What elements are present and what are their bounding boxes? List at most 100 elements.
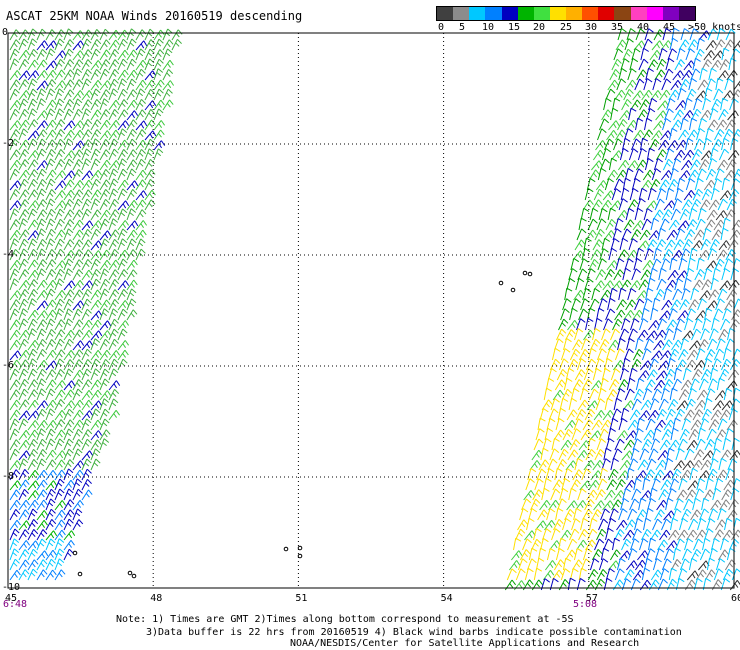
wind-barb bbox=[707, 248, 717, 261]
wind-barb bbox=[517, 558, 528, 571]
wind-barb bbox=[591, 160, 603, 171]
wind-barb bbox=[715, 77, 724, 91]
wind-barb bbox=[27, 178, 39, 191]
wind-barb bbox=[54, 218, 65, 231]
wind-barb bbox=[9, 259, 21, 271]
wind-barb bbox=[696, 168, 707, 181]
wind-barb bbox=[618, 198, 628, 211]
wind-barb bbox=[54, 129, 66, 141]
wind-barb bbox=[18, 38, 29, 51]
wind-barb bbox=[680, 248, 691, 261]
wind-barb bbox=[574, 369, 586, 381]
wind-barb bbox=[54, 478, 65, 491]
wind-barb bbox=[45, 288, 56, 301]
wind-barb bbox=[27, 88, 38, 101]
wind-barb bbox=[72, 448, 83, 461]
wind-barb bbox=[63, 530, 76, 541]
wind-barb bbox=[700, 369, 712, 381]
wind-barb bbox=[712, 487, 722, 501]
wind-barb bbox=[63, 179, 75, 191]
wind-barb bbox=[704, 528, 714, 541]
wind-barb bbox=[722, 529, 734, 541]
wind-barb bbox=[596, 307, 605, 321]
wind-barb bbox=[674, 187, 684, 201]
wind-barb bbox=[45, 108, 56, 121]
wind-barb bbox=[624, 258, 634, 271]
wind-barb bbox=[580, 429, 592, 441]
wind-barb bbox=[581, 247, 591, 261]
wind-barb bbox=[717, 418, 728, 431]
wind-barb bbox=[18, 209, 30, 221]
wind-barb bbox=[595, 269, 606, 281]
wind-barb bbox=[622, 48, 633, 61]
wind-barb bbox=[700, 459, 712, 471]
wind-barb bbox=[108, 410, 121, 421]
wind-barb bbox=[45, 379, 57, 391]
wind-barb bbox=[573, 418, 584, 431]
wind-barb bbox=[9, 238, 20, 251]
wind-barb bbox=[587, 569, 599, 581]
wind-barb bbox=[697, 518, 707, 531]
wind-barb bbox=[662, 339, 673, 351]
wind-barb bbox=[90, 119, 102, 131]
wind-barb bbox=[36, 458, 47, 471]
legend-label: 25 bbox=[560, 22, 573, 33]
wind-barb bbox=[666, 447, 675, 461]
wind-barb bbox=[72, 349, 84, 361]
wind-barb bbox=[728, 57, 737, 71]
wind-barb bbox=[36, 400, 49, 411]
wind-barb bbox=[573, 507, 582, 521]
wind-barb bbox=[706, 428, 717, 441]
wind-barb bbox=[703, 50, 715, 61]
wind-barb bbox=[534, 478, 544, 491]
wind-barb bbox=[716, 119, 728, 131]
legend-swatch bbox=[437, 7, 454, 20]
wind-barb bbox=[675, 448, 685, 461]
wind-barb bbox=[663, 200, 676, 211]
wind-barb bbox=[685, 48, 696, 61]
wind-barb bbox=[45, 198, 56, 211]
wind-barb bbox=[675, 318, 685, 331]
wind-barb bbox=[99, 358, 111, 371]
wind-barb bbox=[615, 39, 627, 51]
wind-barb bbox=[90, 240, 103, 251]
island bbox=[297, 545, 303, 551]
wind-barb bbox=[45, 99, 57, 111]
wind-barb bbox=[663, 419, 675, 431]
wind-barb bbox=[90, 358, 101, 371]
wind-barb bbox=[586, 489, 598, 501]
wind-barb bbox=[135, 40, 148, 51]
wind-barb bbox=[635, 337, 644, 351]
wind-barb bbox=[63, 219, 75, 231]
wind-barb bbox=[675, 228, 686, 241]
wind-barb bbox=[680, 28, 690, 41]
wind-barb bbox=[90, 189, 102, 201]
wind-barb bbox=[72, 308, 83, 321]
wind-barb bbox=[677, 568, 688, 581]
wind-barb bbox=[54, 119, 66, 131]
wind-barb bbox=[63, 158, 74, 171]
wind-barb bbox=[621, 357, 631, 371]
wind-barb bbox=[626, 377, 636, 391]
wind-barb bbox=[700, 328, 710, 341]
wind-barb bbox=[525, 478, 535, 491]
wind-barb bbox=[45, 169, 57, 181]
wind-barb bbox=[54, 108, 65, 121]
wind-barb bbox=[18, 549, 30, 561]
wind-barb bbox=[45, 480, 58, 491]
wind-barb bbox=[63, 250, 75, 261]
wind-barb bbox=[90, 198, 101, 211]
wind-barb bbox=[641, 218, 652, 231]
wind-barb bbox=[608, 339, 620, 351]
wind-barb bbox=[9, 569, 21, 581]
wind-barb bbox=[108, 39, 120, 51]
wind-barb bbox=[27, 480, 40, 491]
wind-barb bbox=[585, 539, 596, 551]
wind-barb bbox=[686, 308, 696, 321]
wind-barb bbox=[126, 288, 137, 301]
wind-barb bbox=[18, 169, 30, 181]
wind-barb bbox=[697, 79, 709, 91]
wind-barb bbox=[673, 239, 685, 251]
wind-barb bbox=[608, 379, 620, 391]
wind-barb bbox=[579, 480, 591, 491]
